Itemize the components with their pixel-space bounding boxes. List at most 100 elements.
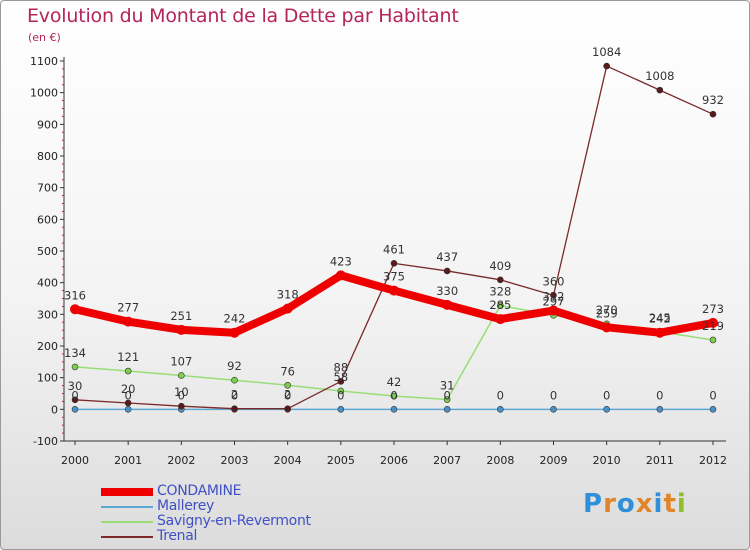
data-point-condamine [229,327,240,338]
data-point-condamine [442,299,453,310]
y-tick-label: 900 [37,118,58,131]
data-label-trenal: 30 [68,379,83,393]
data-point-trenal [550,292,557,299]
legend-swatch-savigny [101,521,153,523]
data-label-savigny-en-revermont: 245 [649,311,671,325]
logo-letter: P [583,489,604,519]
data-label-savigny-en-revermont: 134 [64,346,86,360]
data-point-condamine [389,285,399,296]
legend-label-mallerey: Mallerey [157,498,214,514]
data-label-savigny-en-revermont: 58 [334,370,349,384]
data-label-savigny-en-revermont: 31 [440,379,455,393]
data-point-trenal [284,405,291,413]
data-label-condamine: 277 [117,301,139,315]
data-label-mallerey: 0 [550,388,557,402]
data-label-mallerey: 0 [390,388,397,402]
x-tick-label: 2003 [221,454,249,467]
data-label-trenal: 1084 [592,45,621,59]
data-point-mallerey [709,406,717,413]
data-point-savigny-en-revermont [390,392,398,400]
data-point-mallerey [71,406,79,413]
data-point-condamine [123,316,134,327]
data-point-savigny-en-revermont [71,363,79,371]
data-point-savigny-en-revermont [124,367,132,375]
data-point-mallerey [443,406,451,413]
x-tick-label: 2002 [167,454,195,467]
data-point-trenal [178,402,185,410]
y-tick-label: 300 [37,308,58,321]
data-label-condamine: 330 [436,284,458,298]
data-label-savigny-en-revermont: 219 [702,319,724,333]
x-tick-label: 2005 [327,454,355,467]
data-label-mallerey: 0 [497,388,504,402]
data-point-trenal [443,267,451,275]
unit-label: (en €) [28,31,61,44]
x-tick-label: 2007 [433,454,461,467]
data-label-condamine: 423 [330,254,352,268]
data-point-trenal [656,86,664,94]
legend-swatch-mallerey [101,506,153,508]
data-label-trenal: 20 [121,382,136,396]
data-label-mallerey: 0 [125,388,132,402]
y-tick-label: 1100 [30,55,58,68]
data-point-condamine [601,322,612,333]
data-point-mallerey [497,406,504,413]
y-tick-label: 500 [37,245,58,258]
data-point-condamine [548,305,559,316]
data-label-savigny-en-revermont: 121 [117,350,139,364]
data-label-mallerey: 0 [284,388,291,402]
data-label-trenal: 88 [334,360,349,374]
legend-swatch-trenal [101,536,153,538]
data-label-savigny-en-revermont: 92 [227,359,242,373]
x-tick-label: 2000 [61,454,89,467]
data-label-mallerey: 0 [656,388,663,402]
data-point-savigny-en-revermont [709,336,717,344]
data-label-savigny-en-revermont: 42 [387,375,402,389]
y-tick-label: 1000 [30,87,58,100]
data-label-condamine: 259 [596,306,618,320]
data-label-trenal: 437 [436,250,458,264]
data-point-condamine [708,317,718,328]
data-point-mallerey [337,406,345,413]
data-label-trenal: 409 [489,259,511,273]
logo-letter: o [616,489,636,519]
data-label-mallerey: 0 [709,388,716,402]
legend-label-savigny: Savigny-en-Revermont [157,513,311,529]
y-tick-label: 100 [37,372,58,385]
data-label-mallerey: 0 [71,388,78,402]
data-label-trenal: 10 [174,385,189,399]
data-point-trenal [390,260,398,267]
logo-letter: t [663,489,677,519]
data-label-trenal: 2 [284,388,291,402]
data-label-mallerey: 0 [603,388,610,402]
y-tick-label: 400 [37,277,58,290]
data-point-savigny-en-revermont [284,381,291,389]
data-label-mallerey: 0 [337,388,344,402]
y-tick-label: 700 [37,182,58,195]
data-point-mallerey [550,406,557,413]
data-point-trenal [231,405,238,413]
data-label-condamine: 375 [383,270,405,284]
data-label-trenal: 461 [383,242,405,256]
logo-letter: x [635,489,654,519]
data-point-condamine [282,303,293,314]
data-label-trenal: 2 [231,388,238,402]
data-point-condamine [495,314,506,325]
x-tick-label: 2009 [540,454,568,467]
data-point-condamine [176,324,187,335]
legend-label-condamine: CONDAMINE [157,483,242,499]
data-label-trenal: 360 [543,274,565,288]
y-tick-label: -100 [33,435,58,448]
proxiti-logo: Proxiti [583,489,687,519]
data-label-savigny-en-revermont: 107 [170,354,192,368]
data-point-savigny-en-revermont [178,372,185,379]
x-tick-label: 2001 [114,454,142,467]
data-label-savigny-en-revermont: 297 [543,294,565,308]
chart-title: Evolution du Montant de la Dette par Hab… [27,5,459,27]
data-label-condamine: 273 [702,302,724,316]
y-tick-label: 600 [37,213,58,226]
data-point-mallerey [656,406,664,413]
data-label-condamine: 242 [649,312,671,326]
